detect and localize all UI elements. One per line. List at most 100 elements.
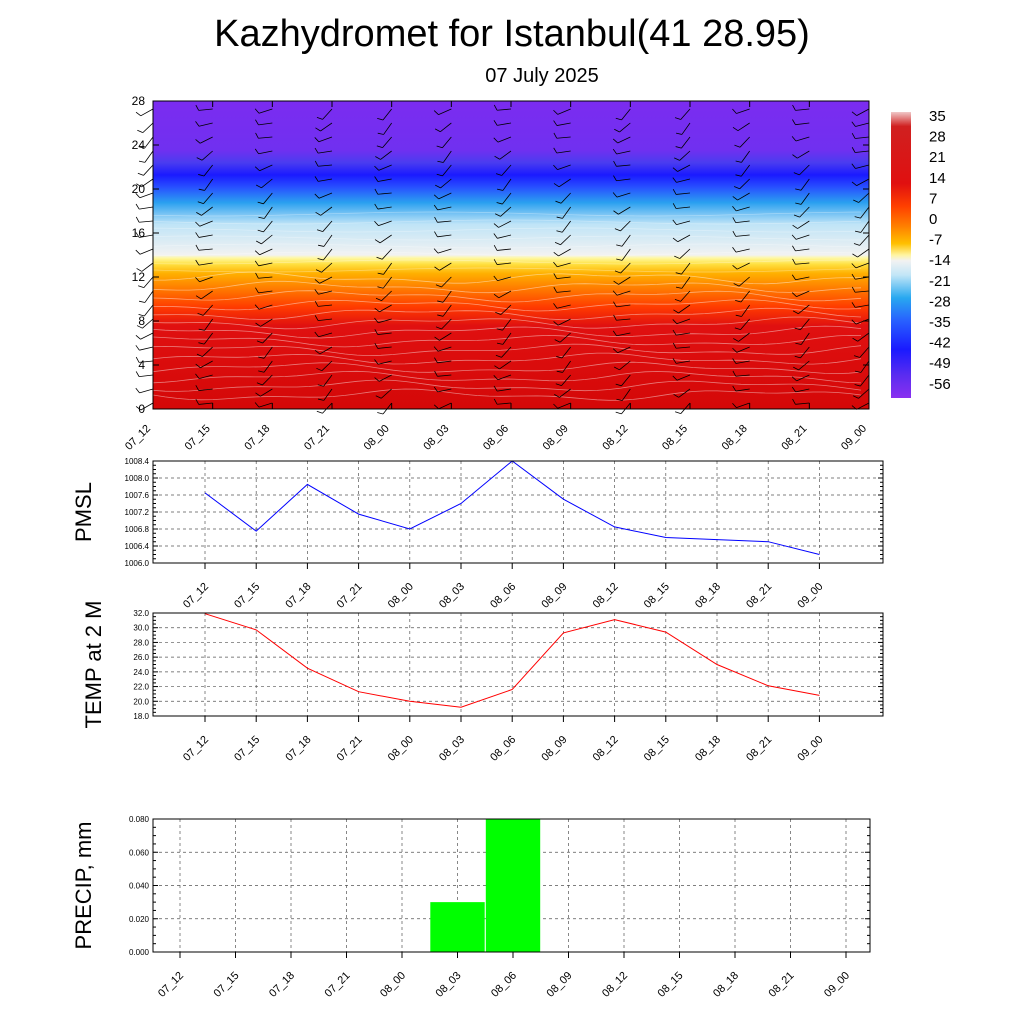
wind-barb [438,108,452,116]
y-tick-label: 28 [132,94,146,108]
wind-barb-flag [733,283,740,287]
wind-barb-flag [138,285,144,288]
cross-section-panel: 0 4 8 12 16 20 24 28 07_12 07_15 07_18 07_21 08_00 0… [123,94,870,453]
wind-barb-flag [138,314,145,317]
wind-barb [318,290,333,295]
wind-barb [499,360,512,370]
x-tick-label: 08_06 [488,734,518,764]
wind-barb-flag [556,216,563,219]
wind-barb [497,234,512,239]
wind-barb-flag [616,258,623,261]
wind-barb-flag [493,104,498,111]
wind-barb [855,164,870,169]
contour-line [152,343,862,357]
wind-barb [497,276,512,282]
wind-barb [318,178,333,182]
wind-barb-flag [254,166,260,172]
wind-barb-flag [434,128,441,133]
wind-barb [676,332,691,336]
wind-barb [381,290,392,301]
wind-barb [258,136,273,139]
wind-barb-flag [553,147,558,154]
wind-barb [497,402,512,405]
wind-barb [681,122,691,135]
wind-barb-flag [851,111,857,116]
wind-barb [142,318,154,329]
wind-barb [263,360,273,373]
wind-barb [798,304,810,315]
wind-barb-flag [135,371,140,377]
wind-barb-flag [613,366,620,371]
wind-barb [681,276,691,289]
wind-barb [676,318,691,325]
wind-barb [319,276,333,284]
wind-barb [199,220,213,227]
y-tick-label: 1006.8 [125,525,150,534]
wind-barb-flag [854,384,861,387]
wind-barb-flag [675,146,682,149]
wind-barb [556,304,571,309]
wind-barb [437,360,452,364]
x-tick-label: 08_21 [779,423,809,453]
wind-barb-flag [314,300,319,307]
wind-barb [800,318,810,331]
y-tick-label: 1007.6 [125,491,150,500]
wind-barb-flag [732,205,737,212]
wind-barb-flag [674,117,681,120]
wind-barb [738,332,750,342]
colorbar-label: 7 [929,190,937,207]
wind-barb [620,220,631,232]
wind-barb [199,136,213,144]
wind-barb-flag [495,311,501,315]
wind-barb-flag [851,163,856,169]
y-tick-label: 20.0 [133,697,149,706]
wind-barb-flag [256,382,263,386]
wind-barb [676,206,691,209]
wind-barb-flag [792,154,798,159]
x-tick-label: 08_06 [481,423,511,453]
wind-barb-flag [315,269,322,273]
wind-barb [139,206,154,210]
wind-barb [795,108,810,111]
wind-barb [621,234,631,247]
wind-barb [795,388,810,393]
wind-barb [855,290,870,293]
wind-barb-flag [377,118,384,121]
wind-barb [800,192,810,205]
temperature-panel: 18.0 20.0 22.0 24.0 26.0 28.0 30.0 32.0 07_12 07_… [81,601,884,764]
wind-barb-flag [555,383,562,386]
wind-barb-flag [556,230,563,233]
wind-barb-flag [495,173,502,176]
wind-barb [439,262,452,271]
x-tick-label: 08_21 [744,734,774,764]
wind-barb [379,304,392,313]
wind-barb-flag [612,138,618,144]
x-tick-label: 08_15 [642,581,672,611]
x-tick-label: 08_03 [421,423,451,453]
wind-barb-flag [316,229,323,232]
wind-barb [556,122,571,126]
wind-barb [735,360,750,364]
wind-barb-flag [196,353,203,357]
wind-barb-flag [196,212,202,216]
wind-barb-flag [434,370,438,377]
wind-barb [501,164,512,176]
wind-barb [377,178,392,182]
wind-barb-flag [495,354,502,358]
wind-barb-flag [792,119,796,125]
wind-barb-flag [613,314,617,321]
wind-barb [617,136,631,144]
wind-barb [441,318,452,330]
wind-barb-flag [852,337,858,342]
panel-frame [152,460,884,564]
wind-barb-flag [377,132,384,135]
wind-barb-flag [435,326,442,330]
wind-barb-flag [612,148,617,155]
wind-barb-flag [553,303,558,309]
wind-barb-flag [375,297,382,302]
wind-barb-flag [198,342,205,345]
wind-barb-flag [437,160,444,163]
wind-barb-flag [493,398,498,405]
wind-barb-flag [255,184,262,189]
wind-barb-flag [553,273,558,279]
